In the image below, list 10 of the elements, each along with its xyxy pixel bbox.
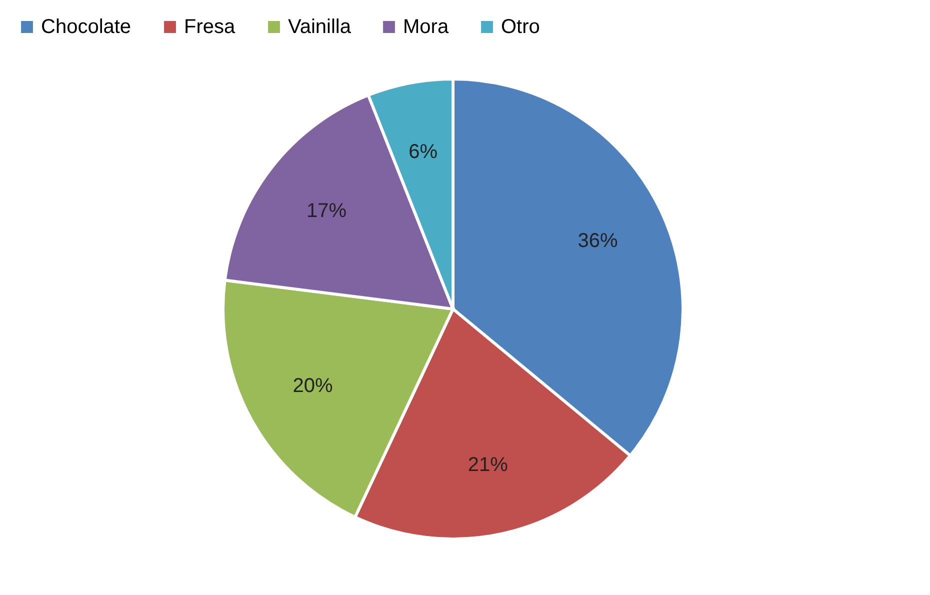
data-label: 17%: [306, 200, 347, 222]
data-label: 20%: [292, 375, 334, 398]
legend-label: Mora: [403, 16, 450, 38]
legend-label: Otro: [501, 16, 540, 38]
data-label: 21%: [468, 454, 508, 476]
data-label: 36%: [578, 230, 618, 252]
legend-label: Vainilla: [288, 16, 352, 38]
legend-label: Fresa: [184, 16, 236, 38]
data-label: 6%: [408, 140, 438, 163]
legend-label: Chocolate: [41, 16, 132, 38]
